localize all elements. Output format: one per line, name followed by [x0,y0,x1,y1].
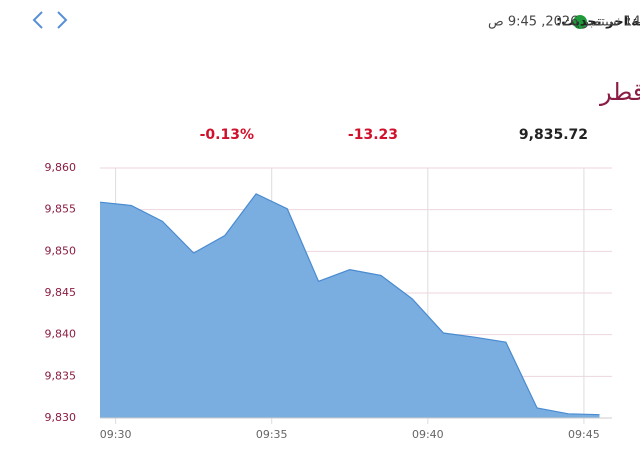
chart-title: مؤشر بورصة قطر [599,78,640,106]
y-tick-label: 9,850 [45,244,77,257]
change: -13.23 [348,127,398,143]
nav-next[interactable] [57,11,68,29]
y-tick-label: 9,835 [45,369,77,382]
y-tick-label: 9,855 [45,203,77,216]
x-tick-label: 09:40 [412,428,444,441]
line [99,193,600,416]
area [100,193,600,418]
y-tick-label: 9,845 [45,286,77,299]
price: 9,835.72 [519,127,588,143]
x-tick-label: 09:35 [256,428,288,441]
y-tick-label: 9,830 [45,411,77,424]
update-time: 14 سبتمبر 2026, 9:45 ص [488,15,640,30]
y-tick-label: 9,840 [45,328,77,341]
x-tick-label: 09:45 [568,428,600,441]
status-label: الحالة: [626,15,640,30]
nav-prev[interactable] [32,11,43,29]
y-tick-label: 9,860 [45,161,77,174]
x-tick-label: 09:30 [100,428,132,441]
change-percent: -0.13% [200,127,254,143]
status-dot [573,15,587,29]
update-label: اخر تحديث: [556,15,628,30]
